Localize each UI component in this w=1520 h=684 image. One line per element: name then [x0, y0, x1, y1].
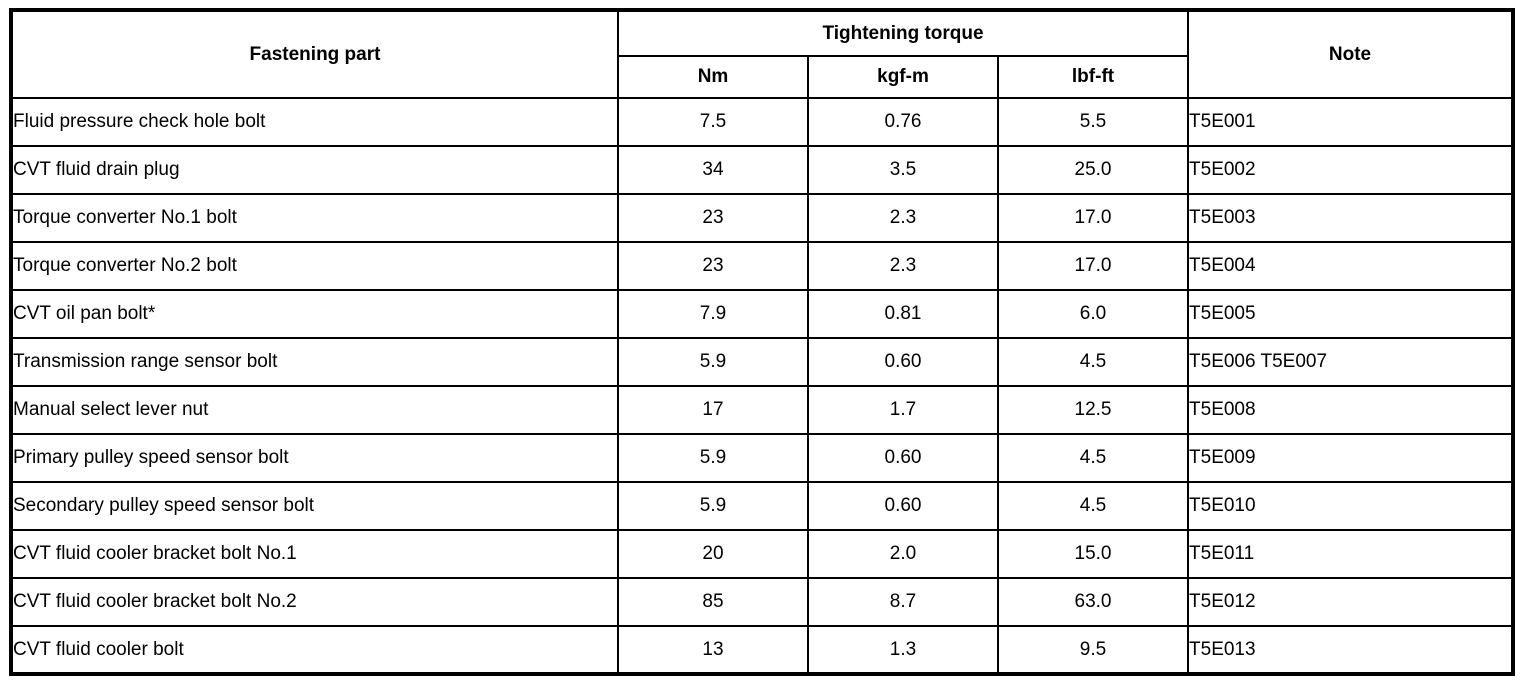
kgfm-cell: 2.3 [807, 241, 999, 291]
kgfm-cell: 1.3 [807, 625, 999, 675]
table-row: Transmission range sensor bolt 5.9 0.60 … [10, 337, 1515, 387]
nm-cell: 5.9 [617, 433, 809, 483]
nm-cell: 20 [617, 529, 809, 579]
part-cell: Manual select lever nut [10, 385, 619, 435]
note-cell: T5E011 [1187, 529, 1515, 579]
header-row-units: Nm kgf-m lbf-ft [11, 55, 1513, 99]
note-cell: T5E001 [1187, 97, 1515, 147]
lbfft-cell: 12.5 [996, 385, 1190, 435]
nm-cell: 17 [617, 385, 809, 435]
kgfm-cell: 1.7 [807, 385, 999, 435]
note-cell: T5E013 [1187, 625, 1515, 675]
nm-cell: 5.9 [617, 337, 809, 387]
part-cell: CVT fluid drain plug [10, 145, 619, 195]
lbfft-cell: 4.5 [996, 433, 1190, 483]
kgfm-cell: 0.60 [807, 433, 999, 483]
part-cell: CVT fluid cooler bolt [10, 625, 619, 675]
table-row: CVT fluid drain plug 34 3.5 25.0 T5E002 [10, 145, 1515, 195]
nm-cell: 7.9 [617, 289, 809, 339]
nm-cell: 7.5 [617, 97, 809, 147]
table-row: Primary pulley speed sensor bolt 5.9 0.6… [10, 433, 1515, 483]
part-cell: CVT oil pan bolt* [10, 289, 619, 339]
kgfm-cell: 0.76 [807, 97, 999, 147]
header-unit-nm: Nm [617, 55, 809, 99]
part-cell: Torque converter No.2 bolt [10, 241, 619, 291]
note-cell: T5E006 T5E007 [1187, 337, 1515, 387]
part-cell: Fluid pressure check hole bolt [10, 97, 619, 147]
lbfft-cell: 17.0 [996, 193, 1190, 243]
nm-cell: 23 [617, 241, 809, 291]
lbfft-cell: 4.5 [996, 337, 1190, 387]
part-cell: Torque converter No.1 bolt [10, 193, 619, 243]
part-cell: CVT fluid cooler bracket bolt No.1 [10, 529, 619, 579]
table-row: Secondary pulley speed sensor bolt 5.9 0… [10, 481, 1515, 531]
part-cell: CVT fluid cooler bracket bolt No.2 [10, 577, 619, 627]
lbfft-cell: 17.0 [996, 241, 1190, 291]
nm-cell: 85 [617, 577, 809, 627]
nm-cell: 34 [617, 145, 809, 195]
lbfft-cell: 9.5 [996, 625, 1190, 675]
lbfft-cell: 63.0 [996, 577, 1190, 627]
nm-cell: 13 [617, 625, 809, 675]
header-fastening-part: Fastening part [10, 9, 619, 99]
table-row: CVT fluid cooler bolt 13 1.3 9.5 T5E013 [10, 625, 1515, 675]
lbfft-cell: 5.5 [996, 97, 1190, 147]
nm-cell: 23 [617, 193, 809, 243]
note-cell: T5E004 [1187, 241, 1515, 291]
kgfm-cell: 0.60 [807, 481, 999, 531]
table-row: CVT oil pan bolt* 7.9 0.81 6.0 T5E005 [10, 289, 1515, 339]
table-row: Torque converter No.1 bolt 23 2.3 17.0 T… [10, 193, 1515, 243]
note-cell: T5E003 [1187, 193, 1515, 243]
note-cell: T5E005 [1187, 289, 1515, 339]
table-row: Manual select lever nut 17 1.7 12.5 T5E0… [10, 385, 1515, 435]
note-cell: T5E012 [1187, 577, 1515, 627]
header-note: Note [1187, 9, 1515, 99]
kgfm-cell: 8.7 [807, 577, 999, 627]
lbfft-cell: 4.5 [996, 481, 1190, 531]
header-unit-kgfm: kgf-m [807, 55, 999, 99]
header-tightening-torque: Tightening torque [616, 9, 1190, 57]
lbfft-cell: 6.0 [996, 289, 1190, 339]
kgfm-cell: 3.5 [807, 145, 999, 195]
note-cell: T5E009 [1187, 433, 1515, 483]
nm-cell: 5.9 [617, 481, 809, 531]
note-cell: T5E010 [1187, 481, 1515, 531]
part-cell: Primary pulley speed sensor bolt [10, 433, 619, 483]
kgfm-cell: 2.3 [807, 193, 999, 243]
note-cell: T5E002 [1187, 145, 1515, 195]
note-cell: T5E008 [1187, 385, 1515, 435]
table-row: CVT fluid cooler bracket bolt No.1 20 2.… [10, 529, 1515, 579]
kgfm-cell: 2.0 [807, 529, 999, 579]
part-cell: Transmission range sensor bolt [10, 337, 619, 387]
kgfm-cell: 0.60 [807, 337, 999, 387]
header-row-top: Fastening part Tightening torque Note [10, 9, 1515, 99]
lbfft-cell: 15.0 [996, 529, 1190, 579]
part-cell: Secondary pulley speed sensor bolt [10, 481, 619, 531]
table-row: Torque converter No.2 bolt 23 2.3 17.0 T… [10, 241, 1515, 291]
torque-spec-table: Fastening part Tightening torque Note Nm… [9, 8, 1516, 676]
kgfm-cell: 0.81 [807, 289, 999, 339]
lbfft-cell: 25.0 [996, 145, 1190, 195]
table-row: CVT fluid cooler bracket bolt No.2 85 8.… [10, 577, 1515, 627]
header-unit-lbfft: lbf-ft [996, 55, 1190, 99]
table-row: Fluid pressure check hole bolt 7.5 0.76 … [10, 97, 1515, 147]
